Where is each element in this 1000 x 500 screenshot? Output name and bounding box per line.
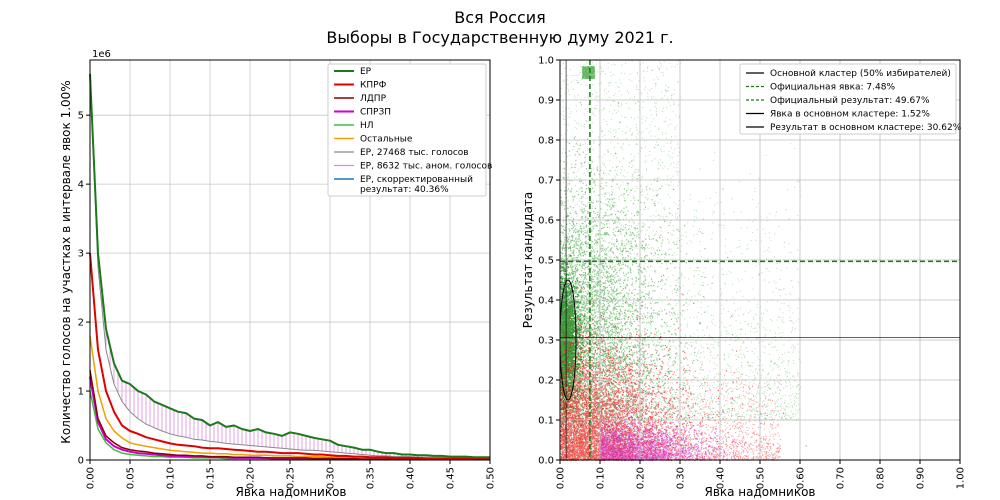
right-scatter-point-group [582,66,596,80]
left-legend-label: НЛ [360,121,374,131]
right-scatter-point-group [600,402,807,462]
right-scatter-point-group [560,237,784,462]
right-scatter-chart: 0.00 0.10 0.20 0.30 0.40 0.50 0.60 0.70 0.80 0.90… [521,56,967,500]
left-legend: ЕР КПРФ ЛДПР СПРЗП НЛ Остальные ЕР, 27468 тыс.… [327,63,492,197]
left-y-tick-label: 0 [78,456,84,467]
left-legend-label: СПРЗП [360,108,391,118]
right-legend: Основной кластер (50% избирателей) Официа… [739,63,962,135]
right-x-tick-label: 0.70 [836,467,847,489]
left-series-line [89,253,490,460]
left-y-tick-label: 2 [78,318,84,329]
left-anomalous-hatch [93,163,487,458]
right-y-tick-label: 0.0 [538,456,554,467]
left-series-lines [89,73,490,461]
left-x-tick-label: 0.00 [86,467,97,489]
right-y-axis-label: Результат кандидата [521,192,535,329]
right-y-tick-label: 0.7 [538,176,554,187]
right-scatter-point-group [560,361,781,461]
left-legend-label: КПРФ [360,81,387,91]
right-x-tick-label: 0.90 [916,467,927,489]
left-series-line [89,73,490,459]
left-x-tick-label: 0.25 [286,467,297,489]
right-y-tick-label: 0.9 [538,96,554,107]
right-x-tick-label: 0.50 [756,467,767,489]
left-x-tick-label: 0.30 [326,467,337,489]
left-x-tick-label: 0.50 [486,467,497,489]
right-y-tick-label: 0.2 [538,376,554,387]
suptitle-line-2: Выборы в Государственную думу 2021 г. [326,28,673,47]
left-line-chart: 0.00 0.05 0.10 0.15 0.20 0.25 0.30 0.35 0.40 0.45… [59,49,497,499]
right-legend-label: Явка в основном кластере: 1.52% [770,110,930,120]
right-legend-label: Официальный результат: 49.67% [770,96,930,106]
left-legend-label: ЕР, 8632 тыс. аном. голосов [360,162,492,172]
right-y-tick-label: 0.1 [538,416,554,427]
left-series-line [89,73,490,459]
left-legend-label: ЕР, скорректированный результат: 40.36% [360,175,473,195]
left-legend-label: ЛДПР [360,94,387,104]
right-x-ticks: 0.00 0.10 0.20 0.30 0.40 0.50 0.60 0.70 0.80 0.90… [556,460,967,489]
left-legend-label-line: результат: 40.36% [360,185,449,195]
right-y-ticks: 0.0 0.1 0.2 0.3 0.4 0.5 0.6 0.7 0.8 0.9 1.0 [538,56,560,467]
left-y-multiplier: 1e6 [92,49,111,60]
right-legend-label: Основной кластер (50% избирателей) [770,69,951,79]
left-x-tick-label: 0.40 [406,467,417,489]
right-y-tick-label: 0.3 [538,336,554,347]
left-legend-label-line: ЕР, скорректированный [360,175,473,185]
left-x-tick-label: 0.10 [166,467,177,489]
right-y-tick-label: 0.4 [538,296,554,307]
left-legend-label: ЕР [360,67,372,77]
right-x-tick-label: 0.30 [676,467,687,489]
right-y-tick-label: 1.0 [538,56,554,67]
left-y-tick-label: 4 [78,180,84,191]
left-legend-box [327,63,487,197]
right-legend-box [739,63,957,135]
right-y-tick-label: 0.8 [538,136,554,147]
right-reference-lines [559,60,960,460]
left-x-tick-label: 0.05 [126,467,137,489]
suptitle-line-1: Вся Россия [454,8,546,27]
left-y-tick-label: 5 [78,111,84,122]
right-x-tick-label: 0.40 [716,467,727,489]
right-x-axis-label: Явка надомников [704,485,815,499]
right-x-tick-label: 0.20 [636,467,647,489]
left-x-tick-label: 0.35 [366,467,377,489]
left-x-axis-label: Явка надомников [235,485,346,499]
right-legend-label: Результат в основном кластере: 30.62% [770,123,962,133]
left-legend-label: Остальные [360,135,413,145]
left-x-tick-label: 0.20 [246,467,257,489]
left-y-tick-label: 1 [78,387,84,398]
right-x-tick-label: 0.60 [796,467,807,489]
left-x-ticks: 0.00 0.05 0.10 0.15 0.20 0.25 0.30 0.35 0.40 0.45… [86,460,497,489]
left-y-axis-label: Количество голосов на участках в интерва… [59,80,73,443]
left-y-tick-label: 3 [78,249,84,260]
left-x-tick-label: 0.15 [206,467,217,489]
left-y-ticks: 0 1 2 3 4 5 [78,111,90,467]
right-y-tick-label: 0.5 [538,256,554,267]
right-y-tick-label: 0.6 [538,216,554,227]
right-legend-label: Официальная явка: 7.48% [770,83,895,93]
right-x-tick-label: 1.00 [956,467,967,489]
left-x-tick-label: 0.45 [446,467,457,489]
right-x-tick-label: 0.10 [596,467,607,489]
right-scatter-point-group [560,82,767,461]
left-legend-label: ЕР, 27468 тыс. голосов [360,148,469,158]
right-x-tick-label: 0.80 [876,467,887,489]
right-x-tick-label: 0.00 [556,467,567,489]
